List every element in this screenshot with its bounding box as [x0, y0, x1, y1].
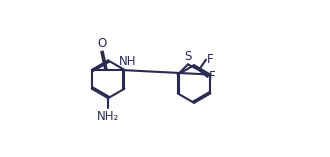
- Text: O: O: [97, 37, 106, 50]
- Text: F: F: [209, 70, 215, 83]
- Text: S: S: [184, 50, 191, 63]
- Text: NH₂: NH₂: [97, 110, 119, 123]
- Text: F: F: [207, 53, 214, 66]
- Text: NH: NH: [119, 55, 137, 68]
